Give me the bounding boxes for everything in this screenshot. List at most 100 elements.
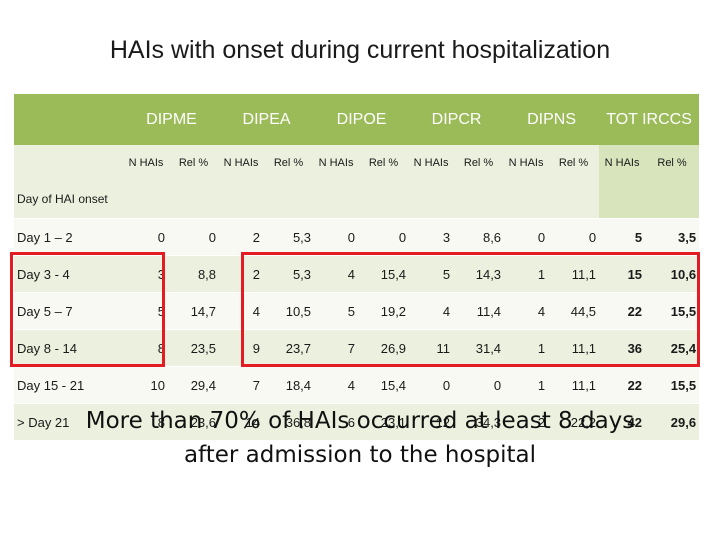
table-cell: 0 — [548, 218, 600, 256]
table-cell: 8 — [124, 403, 168, 440]
table-cell: 14,7 — [168, 292, 220, 330]
subheader-cell: N HAIs — [314, 145, 359, 181]
row-label: Day 5 – 7 — [14, 292, 124, 330]
table-cell: 14 — [219, 403, 264, 440]
table-cell: 0 — [504, 218, 549, 256]
table-cell: 25,4 — [645, 329, 700, 367]
empty-cell — [504, 181, 549, 219]
table-cell: 7 — [314, 329, 359, 367]
table-cell: 15,5 — [645, 292, 700, 330]
table-cell: 5 — [599, 218, 646, 256]
table-row: > Day 21 8 23,6 14 36,8 6 23,1 12 34,3 2 22,2 42 29,… — [14, 403, 700, 440]
subheader-cell: N HAIs — [409, 145, 454, 181]
table-row: Day 1 – 2 0 0 2 5,3 0 0 3 8,6 0 0 5 3,5 — [14, 218, 700, 256]
table-row: Day 15 - 21 10 29,4 7 18,4 4 15,4 0 0 1 11,1 22 15,5 — [14, 366, 700, 404]
table-cell: 29,6 — [645, 403, 700, 440]
empty-cell — [314, 181, 359, 219]
table-cell: 10,6 — [645, 255, 700, 293]
table-cell: 29,4 — [168, 366, 220, 404]
subheader-cell: N HAIs — [219, 145, 264, 181]
table-cell: 44,5 — [548, 292, 600, 330]
table-cell: 23,6 — [168, 403, 220, 440]
table-cell: 6 — [314, 403, 359, 440]
subheader-cell: N HAIs — [504, 145, 549, 181]
table-cell: 31,4 — [453, 329, 505, 367]
subheader-cell: Rel % — [453, 145, 505, 181]
empty-cell — [168, 181, 220, 219]
empty-cell — [358, 181, 410, 219]
table-body: DIPME DIPEA DIPOE DIPCR DIPNS TOT IRCCS N HAIs… — [14, 94, 700, 440]
subheader-cell: Rel % — [548, 145, 600, 181]
table-cell: 11,1 — [548, 329, 600, 367]
table-cell: 3 — [409, 218, 454, 256]
table-cell: 0 — [358, 218, 410, 256]
table-cell: 26,9 — [358, 329, 410, 367]
table-cell: 23,7 — [263, 329, 315, 367]
table-cell: 0 — [124, 218, 168, 256]
table-cell: 4 — [409, 292, 454, 330]
subheader-cell: Rel % — [168, 145, 220, 181]
table-cell: 11 — [409, 329, 454, 367]
table-cell: 1 — [504, 329, 549, 367]
table-cell: 23,1 — [358, 403, 410, 440]
empty-cell — [599, 181, 646, 219]
table-cell: 8,8 — [168, 255, 220, 293]
row-label: Day 15 - 21 — [14, 366, 124, 404]
subheader-cell: N HAIs — [599, 145, 646, 181]
table-cell: 14,3 — [453, 255, 505, 293]
table-cell: 11,1 — [548, 255, 600, 293]
table-cell: 1 — [504, 366, 549, 404]
table-cell: 5,3 — [263, 218, 315, 256]
table-cell: 23,5 — [168, 329, 220, 367]
table-cell: 15 — [599, 255, 646, 293]
row-label: > Day 21 — [14, 403, 124, 440]
table-cell: 15,4 — [358, 366, 410, 404]
table-cell: 36,8 — [263, 403, 315, 440]
group-header: DIPME — [124, 94, 220, 145]
table-cell: 18,4 — [263, 366, 315, 404]
table-cell: 5 — [409, 255, 454, 293]
table-cell: 22 — [599, 292, 646, 330]
group-header: TOT IRCCS — [599, 94, 700, 145]
table-cell: 22,2 — [548, 403, 600, 440]
subheader-cell: Rel % — [358, 145, 410, 181]
empty-cell — [548, 181, 600, 219]
table-row: Day 8 - 14 8 23,5 9 23,7 7 26,9 11 31,4 1 11,1 36 25… — [14, 329, 700, 367]
group-header-row: DIPME DIPEA DIPOE DIPCR DIPNS TOT IRCCS — [14, 94, 700, 145]
table-cell: 5 — [314, 292, 359, 330]
subheader-row: N HAIs Rel % N HAIs Rel % N HAIs Rel % N HAIs R… — [14, 145, 700, 181]
group-header: DIPNS — [504, 94, 600, 145]
table-cell: 2 — [219, 218, 264, 256]
empty-cell — [263, 181, 315, 219]
table-cell: 0 — [453, 366, 505, 404]
table-cell: 4 — [314, 255, 359, 293]
group-header: DIPOE — [314, 94, 410, 145]
table-cell: 34,3 — [453, 403, 505, 440]
conclusion-text: More than 70% of HAIs occurred at least … — [0, 404, 720, 472]
subheader-blank — [14, 145, 124, 181]
table-cell: 8 — [124, 329, 168, 367]
table-cell: 22 — [599, 366, 646, 404]
group-header: DIPEA — [219, 94, 315, 145]
subheader-cell: Rel % — [263, 145, 315, 181]
hai-onset-table: DIPME DIPEA DIPOE DIPCR DIPNS TOT IRCCS N HAIs… — [14, 94, 700, 440]
table-row: Day 3 - 4 3 8,8 2 5,3 4 15,4 5 14,3 1 11,1 15 10,6 — [14, 255, 700, 293]
corner-cell — [14, 94, 124, 145]
row-label: Day 3 - 4 — [14, 255, 124, 293]
table-cell: 4 — [504, 292, 549, 330]
table-cell: 2 — [504, 403, 549, 440]
table-cell: 11,1 — [548, 366, 600, 404]
subheader-cell: Rel % — [645, 145, 700, 181]
table-cell: 10 — [124, 366, 168, 404]
empty-cell — [409, 181, 454, 219]
row-label: Day 8 - 14 — [14, 329, 124, 367]
table-cell: 1 — [504, 255, 549, 293]
conclusion-line-2: after admission to the hospital — [183, 442, 537, 468]
conclusion-line-1: More than 70% of HAIs occurred at least … — [85, 408, 635, 434]
highlight-box-labels — [10, 252, 165, 367]
table-row: Day 5 – 7 5 14,7 4 10,5 5 19,2 4 11,4 4 44,5 22 15,5 — [14, 292, 700, 330]
table-cell: 5,3 — [263, 255, 315, 293]
table-cell: 5 — [124, 292, 168, 330]
table-cell: 0 — [409, 366, 454, 404]
slide-title: HAIs with onset during current hospitali… — [109, 36, 611, 64]
